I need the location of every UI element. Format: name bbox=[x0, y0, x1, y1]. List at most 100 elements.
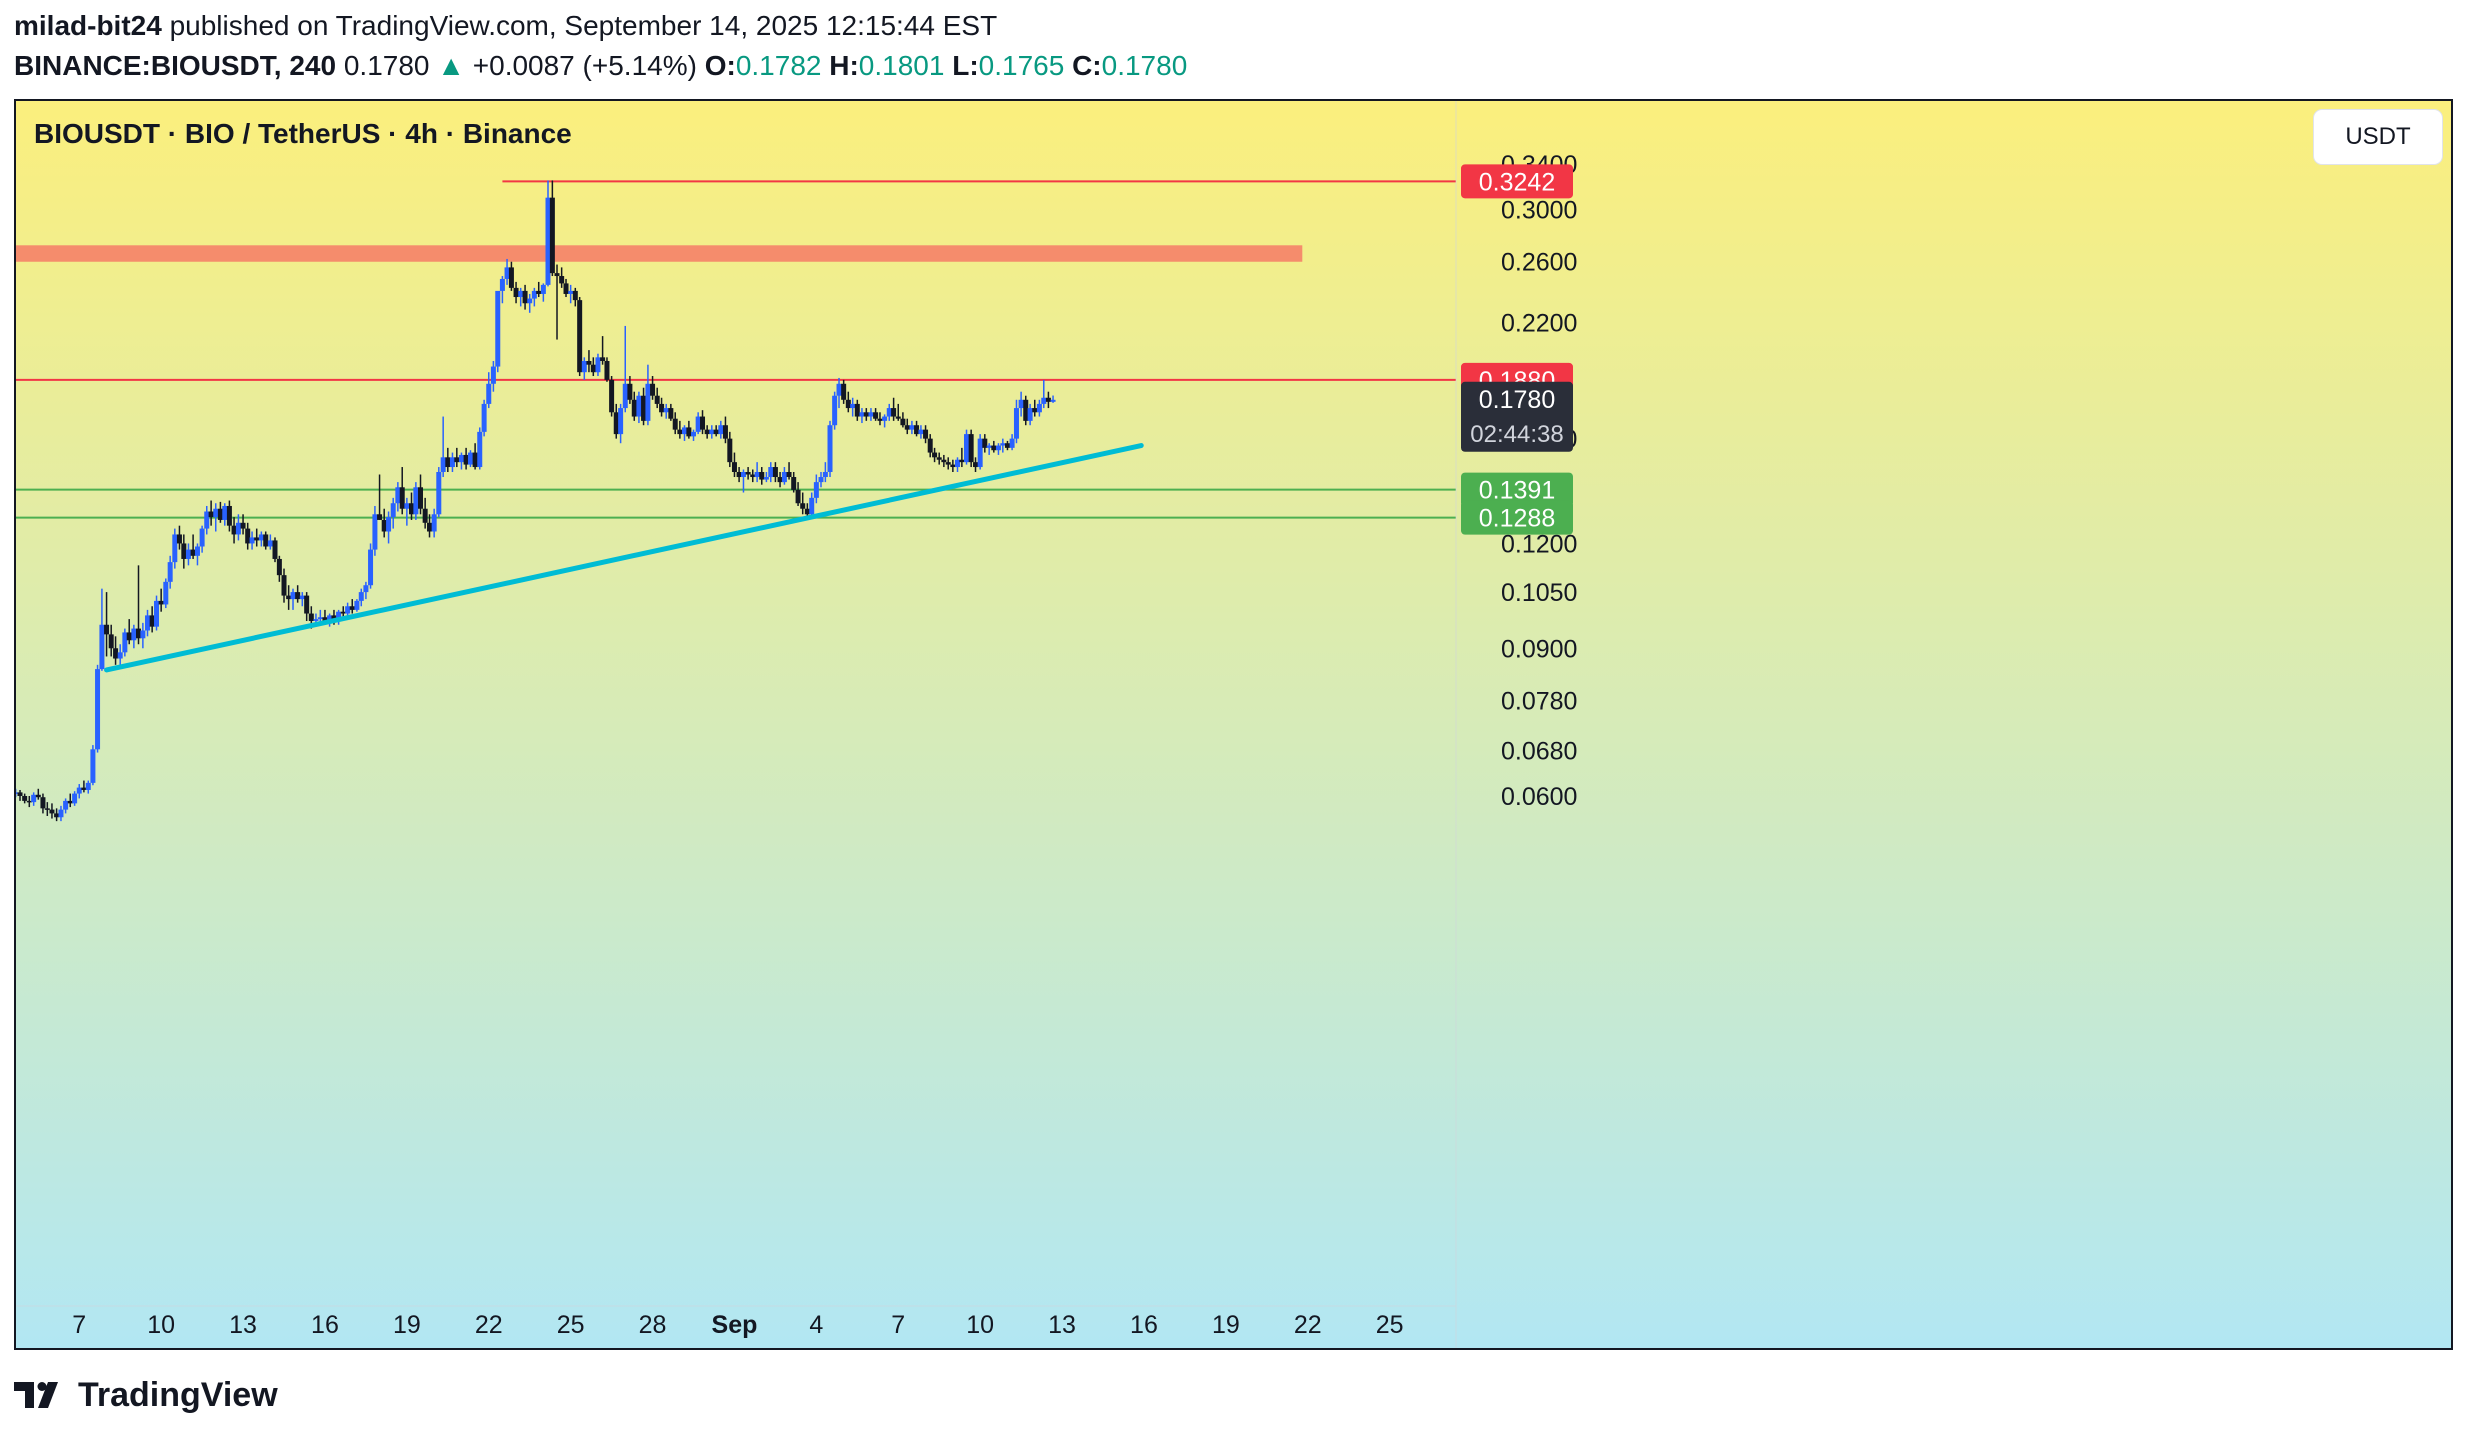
chart-frame[interactable]: 0.34000.30000.26000.22000.16000.12000.10… bbox=[14, 99, 2453, 1350]
candle-up bbox=[486, 372, 492, 409]
candle-body bbox=[1023, 399, 1029, 421]
candle-down bbox=[286, 585, 292, 610]
candle-body bbox=[281, 575, 287, 596]
chart-legend[interactable]: BIOUSDT · BIO / TetherUS · 4h · Binance bbox=[34, 118, 572, 149]
publish-text: published on TradingView.com, September … bbox=[161, 10, 998, 41]
candle-up bbox=[763, 471, 769, 483]
candle-up bbox=[768, 462, 774, 483]
candle-down bbox=[577, 297, 583, 377]
candle-down bbox=[513, 281, 519, 304]
candle-down bbox=[845, 391, 851, 413]
candle-body bbox=[322, 617, 328, 621]
candle-up bbox=[882, 414, 888, 428]
candle-down bbox=[54, 808, 60, 822]
candle-down bbox=[536, 281, 542, 298]
candle-down bbox=[609, 376, 615, 417]
candle-down bbox=[927, 434, 933, 458]
candle-up bbox=[850, 397, 856, 417]
candle-body bbox=[804, 508, 810, 515]
candle-body bbox=[863, 412, 869, 417]
candle-body bbox=[955, 459, 960, 468]
candle-body bbox=[431, 514, 437, 532]
candle-body bbox=[368, 549, 374, 586]
candle-down bbox=[399, 467, 405, 515]
candle-down bbox=[973, 457, 979, 472]
candle-down bbox=[877, 412, 883, 426]
candle-body bbox=[199, 528, 205, 547]
candle-down bbox=[35, 788, 41, 800]
candle-body bbox=[868, 412, 874, 417]
candle-body bbox=[486, 383, 492, 404]
candle-body bbox=[682, 427, 687, 435]
candle-up bbox=[213, 503, 219, 532]
candle-up bbox=[90, 745, 96, 786]
candle-down bbox=[245, 522, 251, 550]
time-tick-label: 7 bbox=[72, 1311, 86, 1339]
candle-down bbox=[613, 403, 619, 439]
candle-down bbox=[1045, 391, 1051, 409]
candle-down bbox=[181, 534, 187, 569]
candle-body bbox=[686, 427, 692, 437]
candle-down bbox=[650, 376, 656, 400]
candle-up bbox=[199, 525, 205, 553]
currency-button[interactable]: USDT bbox=[2314, 110, 2442, 164]
open-value: 0.1782 bbox=[735, 50, 822, 81]
candle-up bbox=[832, 391, 838, 430]
candle-body bbox=[122, 632, 128, 653]
time-tick-label: 25 bbox=[557, 1311, 585, 1339]
candle-up bbox=[145, 609, 151, 637]
candle-body bbox=[627, 383, 633, 400]
candle-up bbox=[481, 399, 487, 437]
candle-body bbox=[973, 462, 979, 468]
tradingview-logo[interactable]: TradingView bbox=[14, 1375, 278, 1415]
candle-up bbox=[249, 531, 255, 550]
candle-down bbox=[936, 452, 942, 465]
candle-body bbox=[495, 290, 501, 367]
candle-body bbox=[477, 431, 483, 468]
candle-up bbox=[645, 364, 651, 426]
chart-canvas[interactable]: 0.34000.30000.26000.22000.16000.12000.10… bbox=[16, 101, 2451, 1348]
candle-body bbox=[67, 800, 73, 804]
candle-down bbox=[508, 261, 514, 291]
candle-body bbox=[968, 434, 974, 463]
candle-down bbox=[686, 420, 692, 439]
candle-body bbox=[1018, 399, 1024, 409]
candle-up bbox=[754, 462, 760, 483]
candle-body bbox=[731, 462, 737, 472]
candle-up bbox=[31, 792, 37, 806]
candle-up bbox=[235, 514, 241, 541]
candle-up bbox=[431, 508, 437, 538]
time-tick-label: 19 bbox=[1212, 1311, 1240, 1339]
candle-body bbox=[395, 487, 401, 504]
candle-down bbox=[914, 420, 920, 437]
time-tick-label: 22 bbox=[1294, 1311, 1322, 1339]
support-price-badge bbox=[1461, 500, 1573, 535]
candle-body bbox=[709, 429, 715, 435]
candle-body bbox=[545, 197, 551, 285]
candle-down bbox=[113, 636, 119, 665]
candle-body bbox=[859, 412, 865, 417]
candle-down bbox=[22, 793, 28, 804]
author-name[interactable]: milad-bit24 bbox=[14, 10, 162, 41]
candle-up bbox=[490, 360, 496, 392]
candle-up bbox=[955, 457, 960, 472]
candle-body bbox=[235, 522, 241, 535]
candle-body bbox=[745, 471, 751, 475]
candle-body bbox=[622, 383, 628, 409]
candle-up bbox=[1000, 438, 1006, 453]
candle-down bbox=[208, 500, 214, 526]
candle-down bbox=[672, 412, 678, 435]
candle-body bbox=[136, 628, 141, 639]
resistance-price-badge bbox=[1461, 164, 1573, 199]
candle-body bbox=[413, 487, 419, 515]
low-value: 0.1765 bbox=[978, 50, 1065, 81]
candle-body bbox=[58, 809, 64, 818]
candle-body bbox=[873, 412, 879, 419]
candle-body bbox=[267, 540, 273, 547]
candle-body bbox=[945, 462, 951, 465]
candle-down bbox=[254, 528, 260, 547]
candle-body bbox=[722, 425, 728, 439]
candle-down bbox=[950, 459, 956, 472]
candle-body bbox=[822, 471, 828, 478]
candle-up bbox=[368, 543, 374, 589]
